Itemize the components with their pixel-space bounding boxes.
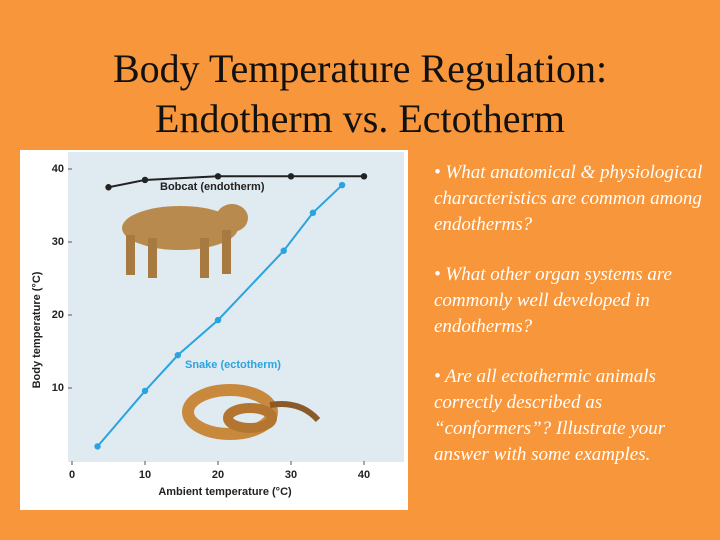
y-tick-label: 20 (52, 309, 64, 321)
data-point (309, 209, 317, 216)
data-point (105, 184, 112, 191)
data-point (280, 247, 287, 254)
title-line: Endotherm vs. Ectotherm (155, 96, 565, 141)
series-label: Snake (ectotherm) (185, 359, 281, 371)
data-point (338, 181, 346, 189)
y-axis-label: Body temperature (°C) (31, 271, 43, 388)
x-tick-label: 0 (69, 469, 75, 481)
bullet: • What other organ systems are commonly … (434, 264, 672, 337)
snake-picture (182, 384, 321, 440)
bullet: • Are all ectothermic animals correctly … (434, 366, 666, 465)
bullet: • What anatomical & physiological charac… (434, 162, 703, 235)
series-label: Bobcat (endotherm) (160, 181, 265, 193)
data-point (141, 176, 149, 184)
data-point (214, 316, 222, 324)
data-point (174, 351, 182, 359)
title-line: Body Temperature Regulation: (112, 46, 608, 91)
x-tick-label: 10 (139, 469, 151, 481)
y-tick-label: 10 (52, 382, 64, 394)
x-tick-label: 30 (285, 469, 297, 481)
y-tick-label: 40 (52, 163, 64, 175)
x-axis-label: Ambient temperature (°C) (158, 486, 292, 498)
data-point (141, 387, 149, 395)
bobcat-picture (122, 204, 248, 278)
bullet-list: • What anatomical & physiological charac… (434, 160, 716, 492)
data-point (214, 173, 222, 180)
data-point (94, 443, 101, 450)
data-point (287, 173, 295, 180)
slide-title: Body Temperature Regulation: Endotherm v… (0, 44, 720, 144)
data-point (360, 173, 368, 180)
y-tick-label: 30 (52, 236, 64, 248)
x-tick-label: 40 (358, 469, 370, 481)
x-tick-label: 20 (212, 469, 224, 481)
